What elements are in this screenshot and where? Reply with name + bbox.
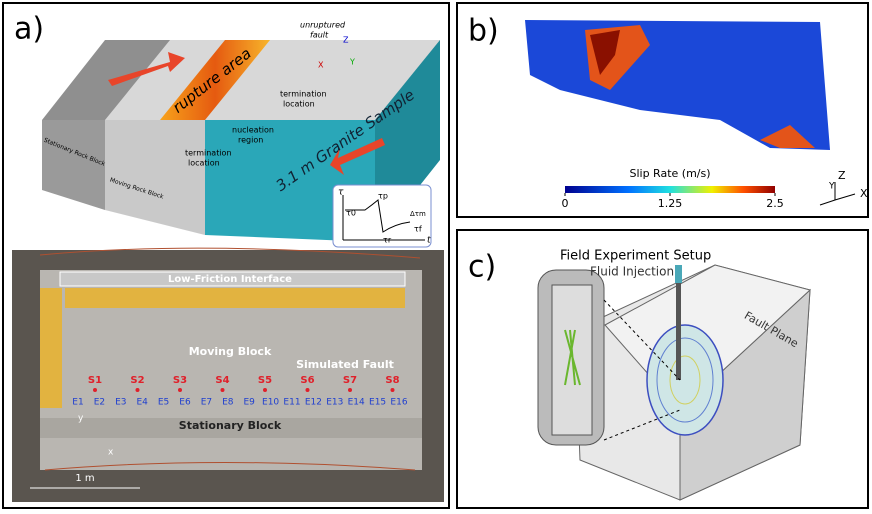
sensor-dot [221,388,225,392]
photo-label: Stationary Block [179,419,282,432]
field-diagram [538,265,810,500]
inset-label: Δτm [410,210,426,218]
axes-glyph [820,182,855,205]
sensor-label: S4 [215,375,229,386]
sensor-label: E11 [283,398,300,408]
sensor-label: S3 [173,375,187,386]
label: nucleation [232,126,274,135]
colorbar-title: Slip Rate (m/s) [629,167,710,180]
sensor-label: E6 [179,398,191,408]
sensor-label: E5 [158,398,169,408]
axis-label: X [318,61,324,70]
colorbar-tick-label: 1.25 [658,197,683,210]
axis-label: Z [343,36,349,45]
sensor-label: E12 [305,398,322,408]
sensor-label: E14 [348,398,365,408]
label: fault [310,31,329,40]
sensor-label: S5 [258,375,272,386]
axis-label: y [78,414,84,424]
axis-label: Y [349,58,355,67]
sensor-label: E15 [369,398,386,408]
sensor-dot [93,388,97,392]
panel-label: c) [468,250,496,285]
inset-label: τp [378,192,388,201]
colorbar [565,186,775,193]
sensor-label: E8 [222,398,234,408]
photo-label: Low-Friction Interface [168,274,292,285]
inset-label: t [427,236,431,246]
sensor-label: E3 [115,398,126,408]
colorbar-tick-label: 2.5 [766,197,784,210]
sensor-label: E7 [201,398,212,408]
axis-label: x [108,448,114,458]
slip-map [525,20,830,150]
axis-label: X [860,187,868,200]
sensor-dot [136,388,140,392]
sensor-dot [263,388,267,392]
sensor-label: E13 [326,398,343,408]
axis-label: Z [838,169,846,182]
label: termination [185,149,232,158]
photo-label: Simulated Fault [296,358,394,371]
sensor-label: E16 [390,398,407,408]
sensor-label: E2 [94,398,105,408]
label: location [283,100,315,109]
inset-label: τf [414,225,422,234]
sensor-label: S6 [300,375,314,386]
inset-label: τ [338,188,344,198]
title: Field Experiment Setup [560,249,711,264]
inset-label: τ0 [346,209,356,218]
panel-label: b) [468,14,499,49]
sensor-label: E4 [136,398,148,408]
sensor-label: S8 [385,375,399,386]
sensor-dot [348,388,352,392]
sensor-label: S2 [130,375,144,386]
scale-label: 1 m [75,473,94,484]
sensor-dot [306,388,310,392]
photo-label: Moving Block [189,345,272,358]
label: unruptured [300,21,346,30]
figure: a) unruptured fault termination location… [0,0,872,510]
label: location [188,159,220,168]
sensor-label: S7 [343,375,357,386]
label: region [238,136,263,145]
panel-label: a) [14,12,44,47]
sensor-label: S1 [88,375,102,386]
colorbar-tick-label: 0 [562,197,569,210]
sensor-label: E10 [262,398,279,408]
sensor-dot [391,388,395,392]
label: Fluid Injection [590,265,674,279]
sensor-dot [178,388,182,392]
sensor-label: E9 [243,398,255,408]
sensor-label: E1 [72,398,83,408]
label: termination [280,90,327,99]
axis-label: Y [828,182,835,192]
inset-label: τr [383,236,392,245]
